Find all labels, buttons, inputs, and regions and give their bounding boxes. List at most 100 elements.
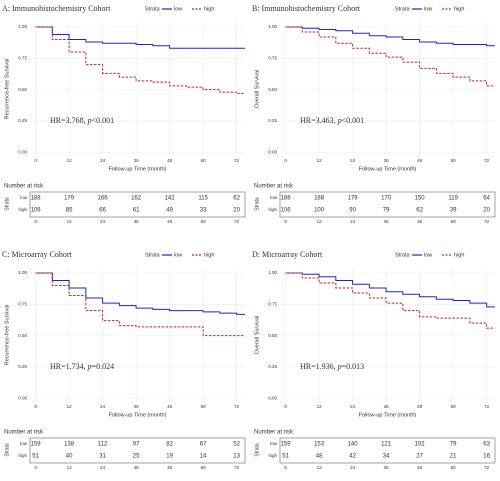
risk-count: 79 — [450, 442, 457, 448]
survival-curve — [285, 272, 495, 308]
risk-x-tick-label: 48 — [417, 465, 423, 470]
x-tick-label: 72 — [484, 158, 490, 163]
y-tick-label: 1.00 — [268, 270, 277, 275]
y-axis-label: Overall Survival — [254, 70, 260, 109]
panel-title: D: Microarray Cohort — [252, 250, 323, 259]
risk-title: Number at risk — [254, 430, 294, 436]
legend-label: high — [204, 6, 214, 12]
risk-count: 115 — [198, 196, 208, 202]
y-tick-label: 0.00 — [18, 395, 27, 400]
y-axis-label: Overall Survival — [254, 316, 260, 355]
risk-count: 121 — [381, 442, 392, 448]
x-tick-label: 60 — [451, 404, 457, 409]
risk-count: 138 — [64, 442, 75, 448]
y-tick-label: 0.50 — [18, 333, 27, 338]
survival-curve — [35, 272, 245, 337]
risk-count: 82 — [166, 442, 173, 448]
risk-x-tick-label: 72 — [234, 465, 240, 470]
y-tick-label: 1.00 — [268, 24, 277, 29]
x-axis-label: Follow-up Time (month) — [109, 412, 167, 418]
x-tick-label: 12 — [67, 158, 73, 163]
risk-count: 159 — [31, 442, 42, 448]
risk-y-label: Strata — [254, 197, 260, 211]
risk-row-label: low — [270, 195, 278, 200]
y-tick-label: 0.50 — [18, 87, 27, 92]
panel-title: B: Immunohistochemistry Cohort — [252, 4, 361, 13]
risk-x-tick-label: 12 — [67, 465, 73, 470]
survival-curve — [35, 26, 245, 94]
risk-title: Number at risk — [4, 430, 44, 436]
risk-count: 97 — [133, 442, 140, 448]
survival-curve — [35, 26, 245, 49]
plot-area — [280, 22, 495, 156]
x-tick-label: 72 — [234, 158, 240, 163]
risk-count: 63 — [483, 442, 490, 448]
risk-count: 19 — [166, 454, 173, 460]
hr-annotation: HR=1.734, p=0.024 — [50, 362, 114, 371]
risk-x-tick-label: 12 — [317, 465, 323, 470]
risk-count: 170 — [381, 196, 392, 202]
y-tick-label: 1.00 — [18, 270, 27, 275]
x-tick-label: 72 — [234, 404, 240, 409]
risk-row-label: low — [20, 195, 28, 200]
x-tick-label: 24 — [100, 404, 106, 409]
x-tick-label: 0 — [34, 404, 37, 409]
x-tick-label: 36 — [384, 158, 390, 163]
risk-title: Number at risk — [254, 184, 294, 190]
x-tick-label: 60 — [201, 404, 207, 409]
hr-annotation: HR=3.463, p<0.001 — [300, 116, 364, 125]
x-tick-label: 0 — [284, 404, 287, 409]
legend-title: Strata — [145, 6, 161, 12]
legend-title: Strata — [145, 252, 161, 258]
risk-x-tick-label: 60 — [451, 465, 457, 470]
risk-x-tick-label: 72 — [234, 219, 240, 224]
risk-count: 188 — [281, 196, 292, 202]
risk-count: 52 — [233, 442, 240, 448]
risk-count: 79 — [383, 208, 390, 214]
risk-y-label: Strata — [254, 443, 260, 457]
hr-text: HR=1.734, — [50, 362, 86, 371]
y-tick-label: 0.25 — [268, 118, 277, 123]
hr-annotation: HR=1.936, p=0.013 — [300, 362, 364, 371]
x-axis-label: Follow-up Time (month) — [359, 166, 417, 172]
panel: C: Microarray Cohort Strata low high 0.00 0.2… — [2, 250, 246, 470]
p-label: p — [87, 362, 92, 371]
risk-y-label: Strata — [4, 443, 10, 457]
risk-count: 14 — [200, 454, 207, 460]
hr-annotation: HR=3.768, p<0.001 — [50, 116, 114, 125]
risk-count: 159 — [281, 442, 292, 448]
risk-count: 51 — [282, 454, 289, 460]
risk-count: 27 — [416, 454, 423, 460]
risk-count: 34 — [383, 454, 390, 460]
risk-row-label: low — [20, 441, 28, 446]
y-tick-label: 0.00 — [268, 395, 277, 400]
risk-table-frame — [29, 437, 246, 464]
survival-curve — [285, 26, 495, 47]
x-tick-label: 60 — [451, 158, 457, 163]
risk-x-tick-label: 36 — [384, 219, 390, 224]
risk-count: 188 — [31, 196, 42, 202]
risk-count: 179 — [348, 196, 359, 202]
legend-title: Strata — [395, 252, 411, 258]
x-tick-label: 12 — [317, 404, 323, 409]
y-tick-label: 0.50 — [268, 87, 277, 92]
y-tick-label: 0.25 — [268, 364, 277, 369]
risk-count: 119 — [448, 196, 458, 202]
x-tick-label: 24 — [350, 404, 356, 409]
hr-text: HR=3.463, — [300, 116, 336, 125]
panel: D: Microarray Cohort Strata low high 0.00 0.2… — [252, 250, 496, 470]
x-tick-label: 48 — [417, 404, 423, 409]
plot-area — [30, 268, 245, 402]
risk-count: 106 — [281, 208, 292, 214]
risk-count: 62 — [416, 208, 423, 214]
y-tick-label: 0.25 — [18, 364, 27, 369]
x-tick-label: 24 — [350, 158, 356, 163]
risk-x-tick-label: 24 — [350, 219, 356, 224]
risk-count: 67 — [200, 442, 207, 448]
p-label: p — [87, 116, 92, 125]
hr-text: HR=3.768, — [50, 116, 86, 125]
risk-count: 153 — [314, 442, 325, 448]
risk-count: 48 — [316, 454, 323, 460]
risk-y-label: Strata — [4, 197, 10, 211]
x-tick-label: 0 — [34, 158, 37, 163]
